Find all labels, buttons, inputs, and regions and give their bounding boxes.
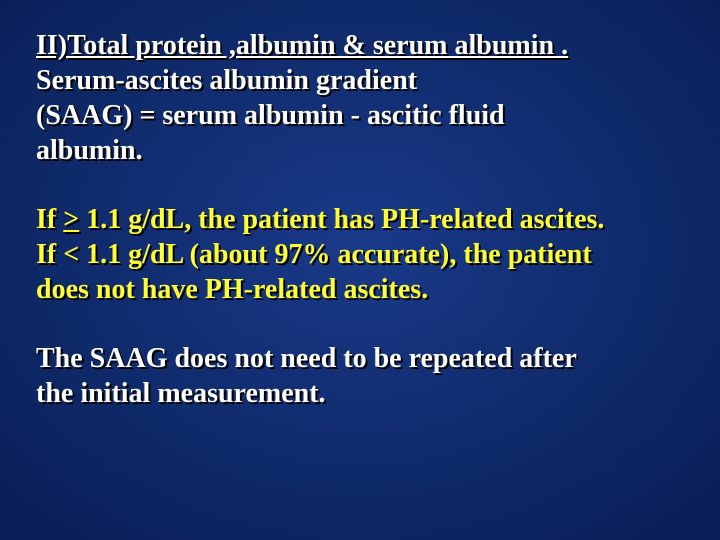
def-line-1: Serum-ascites albumin gradient [36, 65, 417, 96]
threshold-paragraph: If > 1.1 g/dL, the patient has PH-relate… [36, 202, 684, 307]
slide: II)Total protein ,albumin & serum albumi… [0, 0, 720, 540]
thresh-line-2: If < 1.1 g/dL (about 97% accurate), the … [36, 239, 592, 270]
thresh-if1-prefix: If [36, 204, 63, 235]
note-paragraph: The SAAG does not need to be repeated af… [36, 341, 684, 411]
section-heading: II)Total protein ,albumin & serum albumi… [36, 28, 684, 63]
thresh-line-3: does not have PH-related ascites. [36, 274, 428, 305]
thresh-if1-operator: > [63, 204, 79, 235]
def-line-3: albumin. [36, 135, 143, 166]
note-line-1: The SAAG does not need to be repeated af… [36, 343, 577, 374]
definition-paragraph: Serum-ascites albumin gradient (SAAG) = … [36, 63, 684, 168]
def-line-2: (SAAG) = serum albumin - ascitic fluid [36, 100, 505, 131]
note-line-2: the initial measurement. [36, 378, 326, 409]
thresh-if1-rest: 1.1 g/dL, the patient has PH-related asc… [79, 204, 604, 235]
